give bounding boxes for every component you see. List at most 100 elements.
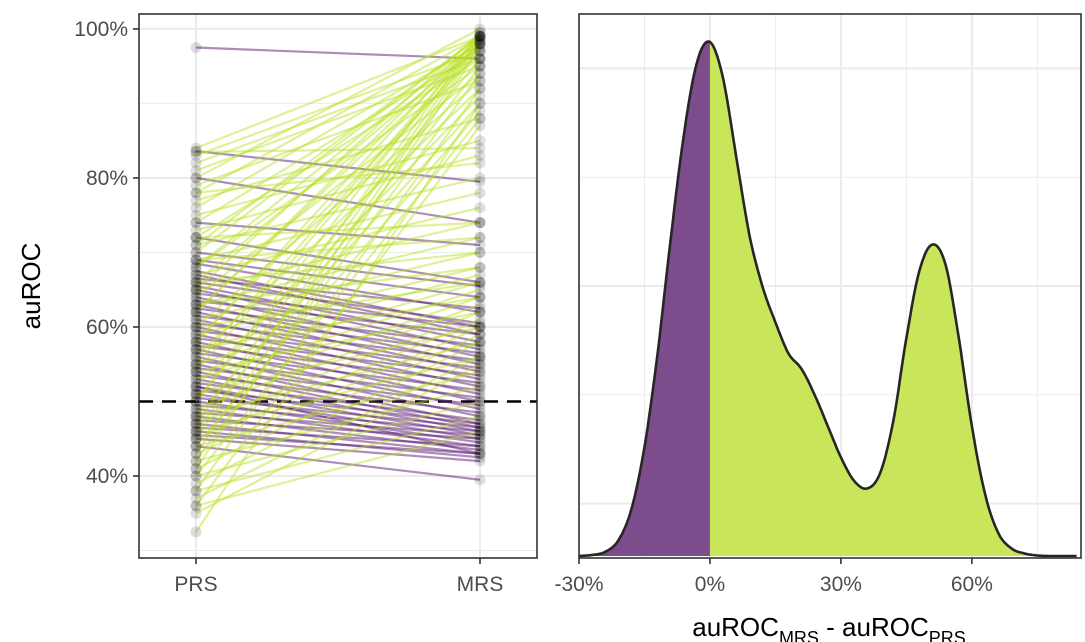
prs-point — [190, 485, 202, 497]
prs-point — [190, 410, 202, 422]
prs-point — [190, 291, 202, 303]
mrs-point — [474, 299, 486, 311]
prs-point — [190, 254, 202, 266]
prs-point — [190, 295, 202, 307]
mrs-point — [474, 384, 486, 396]
mrs-point — [474, 340, 486, 352]
mrs-point — [474, 53, 486, 65]
prs-point — [190, 254, 202, 266]
prs-point — [190, 328, 202, 340]
mrs-point — [474, 30, 486, 42]
x-title-a: auROC — [692, 612, 779, 642]
paired-line — [195, 87, 481, 358]
prs-point — [190, 347, 202, 359]
paired-line — [195, 72, 481, 462]
paired-line — [195, 437, 481, 463]
prs-point — [190, 440, 202, 452]
mrs-point — [474, 34, 486, 46]
x-title-a-sub: MRS — [779, 628, 819, 642]
mrs-point — [474, 429, 486, 441]
prs-point — [190, 164, 202, 176]
mrs-point — [474, 38, 486, 50]
x-tick-label: -30% — [554, 573, 603, 596]
mrs-point — [474, 425, 486, 437]
mrs-point — [474, 328, 486, 340]
mrs-point — [474, 377, 486, 389]
paired-line — [195, 46, 481, 470]
prs-point — [190, 355, 202, 367]
right-panel-border — [578, 13, 1082, 559]
prs-point — [190, 336, 202, 348]
prs-point — [190, 410, 202, 422]
paired-line — [195, 221, 481, 239]
mrs-point — [474, 45, 486, 57]
paired-line — [195, 42, 481, 209]
prs-point — [190, 381, 202, 393]
paired-line — [195, 42, 481, 284]
paired-line — [195, 221, 481, 247]
prs-point — [190, 429, 202, 441]
mrs-point — [474, 336, 486, 348]
mrs-point — [474, 30, 486, 42]
mrs-point — [474, 362, 486, 374]
mrs-point — [474, 90, 486, 102]
prs-point — [190, 306, 202, 318]
prs-point — [190, 299, 202, 311]
paired-line — [195, 39, 481, 365]
mrs-point — [474, 38, 486, 50]
prs-point — [190, 150, 202, 162]
prs-point — [190, 291, 202, 303]
paired-line — [195, 43, 481, 455]
prs-point — [190, 433, 202, 445]
paired-line — [195, 273, 481, 351]
prs-point — [190, 470, 202, 482]
prs-point — [190, 366, 202, 378]
mrs-point — [474, 448, 486, 460]
y-tick-label: 60% — [86, 316, 128, 339]
mrs-point — [474, 261, 486, 273]
x-axis: PRS MRS — [174, 558, 503, 596]
prs-point — [190, 343, 202, 355]
mrs-point — [474, 410, 486, 422]
prs-point — [190, 273, 202, 285]
paired-points — [190, 23, 486, 538]
x-tick-label: PRS — [174, 573, 217, 596]
prs-point — [190, 321, 202, 333]
paired-line — [195, 50, 481, 224]
paired-line — [195, 270, 481, 329]
paired-line — [195, 396, 481, 429]
paired-line — [195, 329, 481, 370]
paired-line — [195, 355, 481, 433]
mrs-point — [474, 425, 486, 437]
density-area-negative — [579, 41, 710, 556]
prs-point — [190, 209, 202, 221]
mrs-point — [474, 302, 486, 314]
prs-point — [190, 477, 202, 489]
prs-point — [190, 310, 202, 322]
mrs-point — [474, 83, 486, 95]
left-panel-border — [138, 13, 538, 559]
prs-point — [190, 396, 202, 408]
prs-point — [190, 433, 202, 445]
paired-line — [195, 43, 481, 313]
paired-line — [195, 117, 481, 202]
prs-point — [190, 314, 202, 326]
prs-point — [190, 425, 202, 437]
paired-line — [195, 102, 481, 533]
prs-point — [190, 433, 202, 445]
prs-point — [190, 422, 202, 434]
paired-line — [195, 344, 481, 384]
prs-point — [190, 194, 202, 206]
paired-lines — [195, 27, 481, 533]
prs-point — [190, 448, 202, 460]
mrs-point — [474, 433, 486, 445]
paired-line — [195, 415, 481, 452]
prs-point — [190, 470, 202, 482]
prs-point — [190, 351, 202, 363]
mrs-point — [474, 436, 486, 448]
prs-point — [190, 157, 202, 169]
x-tick-label: 60% — [951, 573, 993, 596]
mrs-point — [474, 23, 486, 35]
paired-line — [195, 303, 481, 410]
mrs-point — [474, 455, 486, 467]
